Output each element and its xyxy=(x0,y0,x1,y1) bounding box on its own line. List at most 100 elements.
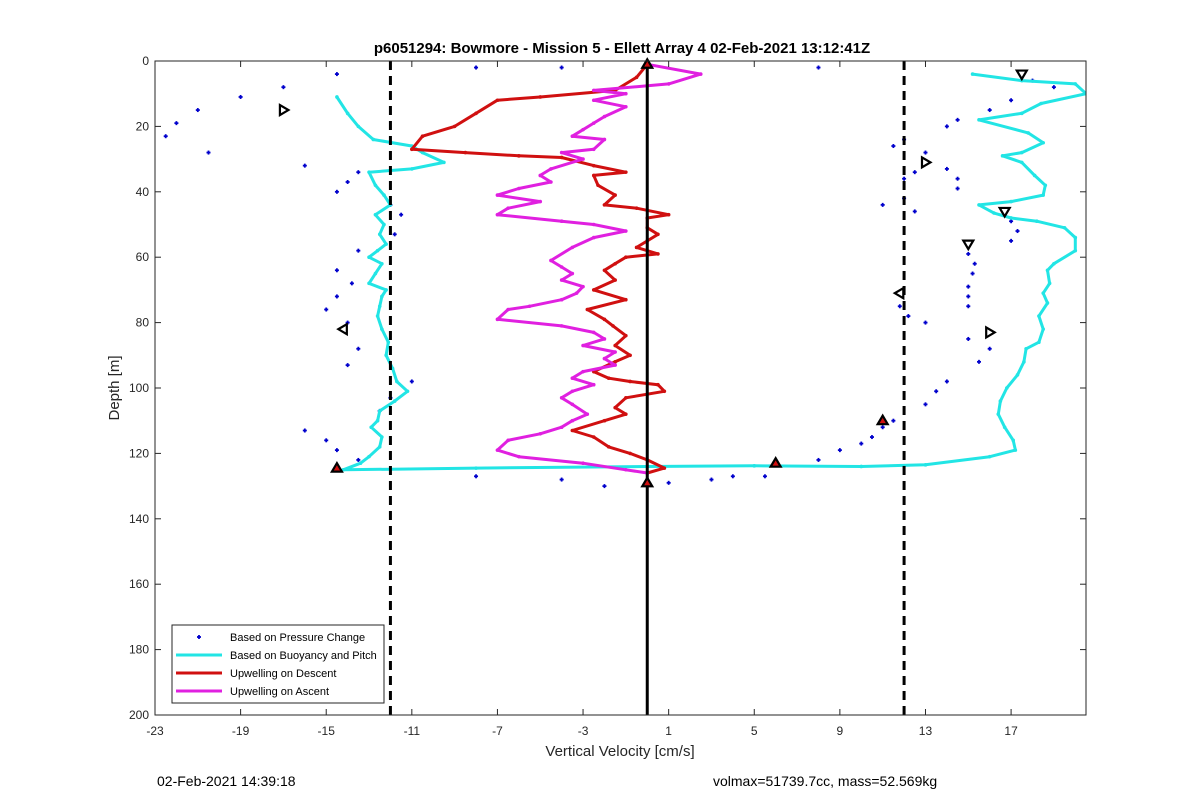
event-marker xyxy=(1014,69,1029,82)
series-vertex xyxy=(367,170,371,174)
series-vertex xyxy=(570,376,575,380)
marker-layer xyxy=(278,57,1029,488)
data-point xyxy=(880,425,885,430)
series-vertex xyxy=(570,428,575,433)
series-vertex xyxy=(559,297,564,302)
data-point xyxy=(334,294,339,299)
data-point xyxy=(762,474,767,479)
data-point xyxy=(972,261,977,266)
series-vertex xyxy=(570,134,575,139)
data-point xyxy=(334,448,339,453)
series-vertex xyxy=(656,232,660,237)
event-marker xyxy=(997,206,1012,219)
data-point xyxy=(709,477,714,482)
legend: Based on Pressure Change Based on Buoyanc… xyxy=(171,624,385,704)
series-vertex xyxy=(549,180,553,184)
series-vertex xyxy=(1073,235,1078,240)
series-vertex xyxy=(591,163,596,168)
series-vertex xyxy=(574,291,579,295)
series-vertex xyxy=(634,75,639,80)
data-point xyxy=(955,186,960,191)
series-vertex xyxy=(559,278,564,282)
y-tick-label: 100 xyxy=(129,381,149,395)
data-point xyxy=(966,336,971,341)
series-vertex xyxy=(1024,346,1028,351)
data-point xyxy=(238,94,243,99)
series-vertex xyxy=(596,183,600,188)
data-point xyxy=(966,284,971,289)
data-point xyxy=(934,389,939,394)
data-point xyxy=(356,457,361,462)
y-tick-label: 0 xyxy=(142,54,149,68)
series-vertex xyxy=(613,343,617,348)
series-vertex xyxy=(613,363,617,367)
series-vertex xyxy=(591,235,596,240)
series-vertex xyxy=(662,466,667,470)
data-point xyxy=(730,474,735,479)
series-vertex xyxy=(538,173,543,178)
series-vertex xyxy=(656,252,660,256)
series-vertex xyxy=(373,212,378,217)
data-point xyxy=(923,150,928,155)
series-vertex xyxy=(1015,373,1020,377)
series-vertex xyxy=(613,360,617,364)
series-vertex xyxy=(602,137,607,142)
series-vertex xyxy=(602,418,607,423)
series-vertex xyxy=(1045,301,1050,305)
series-vertex xyxy=(581,284,585,289)
y-tick-label: 120 xyxy=(129,446,149,460)
y-tick-label: 200 xyxy=(129,708,149,722)
data-point xyxy=(474,65,479,70)
series-vertex xyxy=(384,242,388,246)
data-point xyxy=(912,170,917,175)
series-vertex xyxy=(1000,154,1005,158)
series-vertex xyxy=(602,203,607,207)
series-vertex xyxy=(442,160,446,165)
series-vertex xyxy=(628,451,632,456)
series-4 xyxy=(495,62,703,475)
data-point xyxy=(869,435,874,440)
data-point xyxy=(891,144,896,149)
data-point xyxy=(906,314,911,319)
series-vertex xyxy=(377,409,382,413)
series-2 xyxy=(335,72,1086,472)
series-vertex xyxy=(538,431,543,436)
y-tick-label: 160 xyxy=(129,577,149,591)
y-tick-label: 60 xyxy=(136,250,150,264)
series-vertex xyxy=(977,203,981,207)
series-vertex xyxy=(624,412,628,416)
y-tick-label: 140 xyxy=(129,512,149,526)
event-marker xyxy=(336,322,348,337)
series-vertex xyxy=(987,454,992,459)
series-vertex xyxy=(1062,225,1067,230)
series-vertex xyxy=(384,288,388,292)
series-vertex xyxy=(628,379,632,384)
series-vertex xyxy=(420,134,425,139)
series-vertex xyxy=(1037,340,1041,345)
data-point xyxy=(392,232,397,237)
series-vertex xyxy=(1043,183,1048,188)
data-point xyxy=(902,176,907,181)
series-vertex xyxy=(559,150,564,155)
event-marker xyxy=(329,460,344,473)
series-vertex xyxy=(624,333,628,338)
series-3 xyxy=(410,62,671,475)
series-vertex xyxy=(506,307,510,312)
data-point xyxy=(174,121,179,126)
data-point xyxy=(976,359,981,364)
series-vertex xyxy=(1039,101,1043,106)
series-vertex xyxy=(1034,219,1039,224)
data-point xyxy=(966,294,971,299)
series-vertex xyxy=(1005,386,1009,390)
series-vertex xyxy=(382,222,386,227)
series-vertex xyxy=(495,193,500,197)
x-tick-label: -19 xyxy=(232,724,250,738)
data-point xyxy=(816,457,821,462)
series-vertex xyxy=(410,147,414,152)
data-point xyxy=(816,65,821,70)
series-vertex xyxy=(1037,314,1041,318)
series-vertex xyxy=(375,418,380,423)
series-vertex xyxy=(634,206,639,210)
y-tick-label: 80 xyxy=(136,316,150,330)
